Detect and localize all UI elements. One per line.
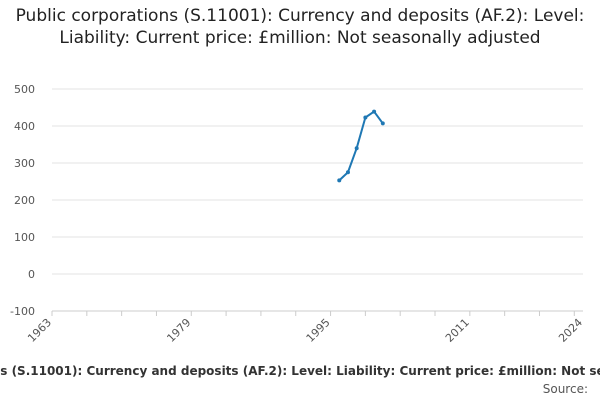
data-point bbox=[345, 170, 350, 175]
source-label: Source: bbox=[542, 382, 588, 396]
series-line bbox=[338, 110, 384, 182]
x-tick-label: 1963 bbox=[25, 316, 54, 345]
x-tick-label: 1979 bbox=[164, 316, 193, 345]
y-tick-label: 400 bbox=[14, 120, 35, 133]
y-tick-label: 300 bbox=[14, 157, 35, 170]
data-point bbox=[372, 109, 377, 114]
caption-container: Public corporations (S.11001): Currency … bbox=[0, 364, 600, 382]
y-tick-label: -100 bbox=[10, 305, 35, 318]
data-point bbox=[380, 121, 385, 126]
data-point bbox=[337, 178, 342, 183]
x-tick-label: 2024 bbox=[556, 316, 585, 345]
x-tick-label: 1995 bbox=[304, 316, 333, 345]
chart-title: Public corporations (S.11001): Currency … bbox=[15, 6, 585, 48]
y-tick-label: 0 bbox=[28, 268, 35, 281]
data-point bbox=[354, 146, 359, 151]
y-tick-label: 500 bbox=[14, 83, 35, 96]
series-caption: Public corporations (S.11001): Currency … bbox=[0, 364, 600, 378]
x-tick-label: 2011 bbox=[443, 316, 472, 345]
data-point bbox=[363, 115, 368, 120]
y-tick-label: 100 bbox=[14, 231, 35, 244]
y-tick-label: 200 bbox=[14, 194, 35, 207]
